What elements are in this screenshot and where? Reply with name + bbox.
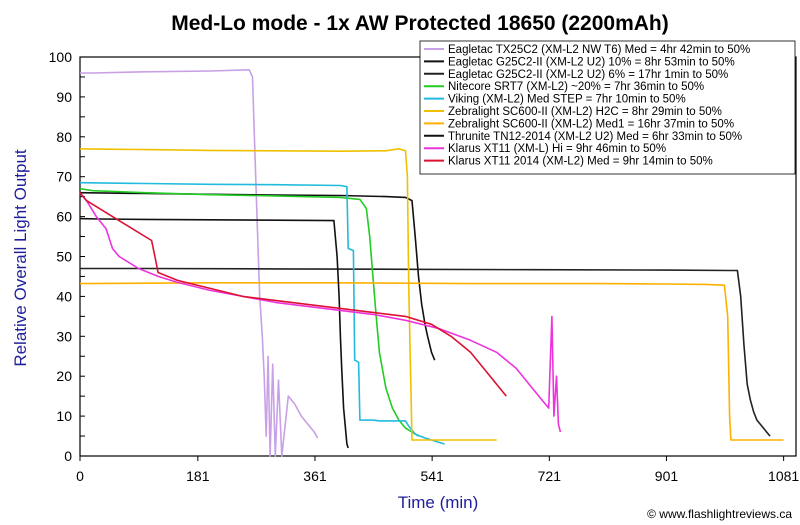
- y-tick-label: 10: [56, 408, 72, 424]
- legend-entry: Zebralight SC600-II (XM-L2) H2C = 8hr 29…: [448, 106, 722, 118]
- legend-entry: Eagletac G25C2-II (XM-L2 U2) 10% = 8hr 5…: [448, 56, 735, 68]
- y-tick-label: 0: [64, 448, 72, 464]
- y-tick-label: 90: [56, 89, 72, 105]
- y-tick-label: 70: [56, 169, 72, 185]
- x-tick-label: 361: [303, 468, 327, 484]
- series-line-3: [80, 267, 771, 437]
- y-tick-label: 80: [56, 129, 72, 145]
- y-tick-label: 20: [56, 368, 72, 384]
- x-tick-label: 1081: [768, 468, 799, 484]
- series-line-4: [79, 187, 419, 437]
- legend: Eagletac TX25C2 (XM-L2 NW T6) Med = 4hr …: [419, 40, 796, 175]
- legend-entry: Klarus XT11 2014 (XM-L2) Med = 9hr 14min…: [448, 156, 713, 168]
- y-tick-label: 50: [56, 249, 72, 265]
- series-line-6: [79, 148, 497, 441]
- series-line-8: [79, 217, 349, 449]
- x-tick-label: 721: [538, 468, 562, 484]
- x-axis-label: Time (min): [398, 493, 479, 512]
- y-tick-label: 60: [56, 209, 72, 225]
- y-axis-ticks: 0 10 20 30 40 50 60 70 80 90 100: [49, 49, 85, 464]
- legend-entry: Viking (XM-L2) Med STEP = 7hr 10min to 5…: [448, 94, 686, 106]
- x-tick-label: 0: [76, 468, 84, 484]
- legend-entry: Nitecore SRT7 (XM-L2) ~20% = 7hr 36min t…: [448, 81, 704, 93]
- x-tick-label: 901: [655, 468, 679, 484]
- chart-title: Med-Lo mode - 1x AW Protected 18650 (220…: [171, 12, 669, 35]
- series-line-9: [79, 192, 562, 433]
- series-line-1: [80, 69, 319, 457]
- legend-entry: Zebralight SC600-II (XM-L2) Med1 = 16hr …: [448, 118, 734, 130]
- y-tick-label: 100: [49, 49, 73, 65]
- x-tick-label: 541: [420, 468, 444, 484]
- x-axis-ticks: 0 181 361 541 721 901 1081: [76, 456, 799, 484]
- series-line-5: [79, 181, 445, 445]
- legend-entry: Thrunite TN12-2014 (XM-L2 U2) Med = 6hr …: [448, 131, 742, 143]
- x-tick-label: 181: [186, 468, 210, 484]
- y-tick-label: 30: [56, 328, 72, 344]
- legend-entry: Eagletac TX25C2 (XM-L2 NW T6) Med = 4hr …: [448, 44, 750, 56]
- series-line-7: [79, 281, 784, 441]
- legend-entry: Klarus XT11 (XM-L) Hi = 9hr 46min to 50%: [448, 143, 666, 155]
- credit-text: © www.flashlightreviews.ca: [647, 507, 792, 521]
- y-axis-label: Relative Overall Light Output: [11, 149, 30, 367]
- legend-entry: Eagletac G25C2-II (XM-L2 U2) 6% = 17hr 1…: [448, 69, 728, 81]
- y-tick-label: 40: [56, 288, 72, 304]
- legend-box: [419, 40, 796, 175]
- series-layer: [79, 69, 784, 457]
- series-line-10: [79, 192, 507, 397]
